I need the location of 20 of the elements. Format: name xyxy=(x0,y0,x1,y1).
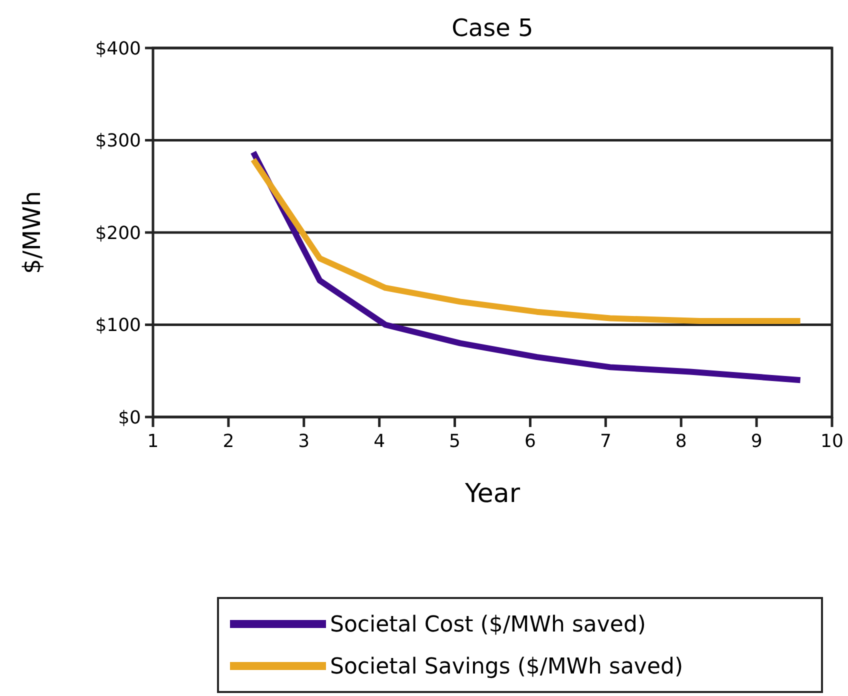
x-tick-label: 3 xyxy=(298,431,310,452)
x-axis-title: Year xyxy=(464,479,520,509)
y-tick-label: $200 xyxy=(95,222,141,244)
x-tick-label: 8 xyxy=(675,431,687,452)
x-tick-label: 10 xyxy=(820,431,844,452)
y-tick-label: $400 xyxy=(95,38,141,60)
legend-label: Societal Cost ($/MWh saved) xyxy=(330,612,646,638)
x-tick-label: 6 xyxy=(524,431,536,452)
x-tick-label: 7 xyxy=(600,431,612,452)
y-tick-label: $0 xyxy=(118,407,141,428)
y-tick-label: $300 xyxy=(95,130,141,152)
x-tick-label: 1 xyxy=(147,431,159,452)
y-tick-label: $100 xyxy=(95,315,141,336)
y-axis-title: $/MWh xyxy=(18,190,46,274)
x-tick-label: 9 xyxy=(750,431,762,452)
legend-label: Societal Savings ($/MWh saved) xyxy=(330,654,684,680)
x-tick-label: 5 xyxy=(449,431,461,452)
chart-title: Case 5 xyxy=(452,14,534,42)
x-tick-label: 4 xyxy=(374,431,386,452)
x-tick-label: 2 xyxy=(222,431,234,452)
